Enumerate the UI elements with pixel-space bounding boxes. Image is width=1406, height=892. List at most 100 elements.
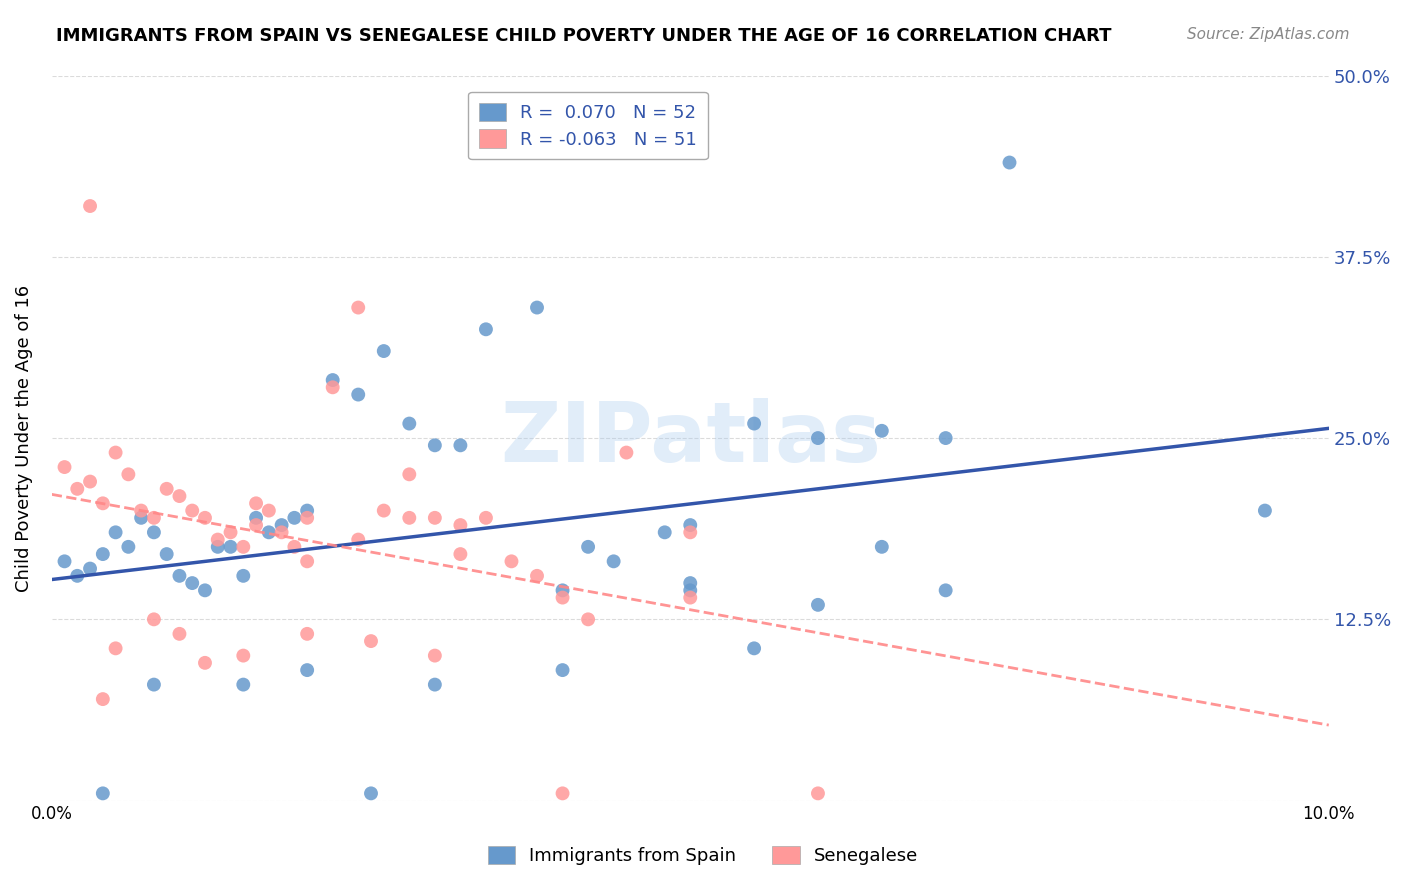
Legend: R =  0.070   N = 52, R = -0.063   N = 51: R = 0.070 N = 52, R = -0.063 N = 51 [468, 92, 709, 160]
Point [207, 533, 229, 547]
Point [576, 540, 599, 554]
Point [373, 503, 395, 517]
Text: ZIPatlas: ZIPatlas [499, 398, 880, 479]
Point [169, 489, 191, 503]
Point [257, 503, 280, 517]
Point [181, 576, 204, 591]
Legend: Immigrants from Spain, Senegalese: Immigrants from Spain, Senegalese [479, 837, 927, 874]
Point [398, 511, 420, 525]
Point [360, 634, 382, 648]
Point [117, 467, 139, 482]
Point [232, 677, 254, 691]
Point [551, 583, 574, 598]
Point [219, 525, 242, 540]
Point [679, 525, 702, 540]
Point [449, 518, 471, 533]
Point [117, 540, 139, 554]
Point [283, 511, 305, 525]
Point [79, 475, 101, 489]
Point [194, 656, 217, 670]
Point [602, 554, 624, 568]
Point [142, 612, 165, 626]
Point [142, 677, 165, 691]
Point [104, 445, 127, 459]
Point [742, 641, 765, 656]
Point [347, 301, 370, 315]
Point [398, 467, 420, 482]
Point [616, 445, 638, 459]
Point [257, 525, 280, 540]
Point [679, 576, 702, 591]
Point [679, 583, 702, 598]
Point [169, 627, 191, 641]
Point [870, 424, 893, 438]
Point [91, 547, 114, 561]
Point [245, 518, 267, 533]
Point [142, 525, 165, 540]
Point [91, 692, 114, 706]
Point [526, 301, 548, 315]
Point [79, 561, 101, 575]
Point [156, 482, 179, 496]
Point [475, 322, 498, 336]
Point [935, 431, 957, 445]
Point [551, 663, 574, 677]
Point [742, 417, 765, 431]
Point [360, 786, 382, 800]
Point [194, 583, 217, 598]
Point [194, 511, 217, 525]
Point [551, 591, 574, 605]
Point [232, 540, 254, 554]
Point [526, 569, 548, 583]
Point [807, 786, 830, 800]
Point [551, 786, 574, 800]
Point [807, 431, 830, 445]
Point [91, 496, 114, 510]
Point [475, 511, 498, 525]
Point [245, 496, 267, 510]
Point [322, 380, 344, 394]
Point [283, 540, 305, 554]
Point [449, 547, 471, 561]
Point [232, 569, 254, 583]
Point [423, 511, 446, 525]
Point [295, 554, 318, 568]
Point [935, 583, 957, 598]
Point [423, 648, 446, 663]
Point [129, 503, 152, 517]
Point [679, 591, 702, 605]
Point [347, 387, 370, 401]
Point [232, 648, 254, 663]
Point [91, 786, 114, 800]
Point [207, 540, 229, 554]
Point [807, 598, 830, 612]
Point [53, 554, 76, 568]
Point [104, 641, 127, 656]
Y-axis label: Child Poverty Under the Age of 16: Child Poverty Under the Age of 16 [15, 285, 32, 591]
Point [576, 612, 599, 626]
Point [679, 518, 702, 533]
Point [245, 511, 267, 525]
Point [169, 569, 191, 583]
Point [870, 540, 893, 554]
Point [998, 155, 1021, 169]
Point [423, 677, 446, 691]
Point [295, 627, 318, 641]
Point [449, 438, 471, 452]
Point [270, 518, 292, 533]
Point [104, 525, 127, 540]
Point [501, 554, 523, 568]
Point [270, 525, 292, 540]
Point [295, 503, 318, 517]
Point [129, 511, 152, 525]
Point [295, 663, 318, 677]
Point [322, 373, 344, 387]
Point [398, 417, 420, 431]
Point [53, 460, 76, 475]
Point [1254, 503, 1277, 517]
Point [142, 511, 165, 525]
Point [295, 511, 318, 525]
Point [181, 503, 204, 517]
Point [66, 482, 89, 496]
Point [219, 540, 242, 554]
